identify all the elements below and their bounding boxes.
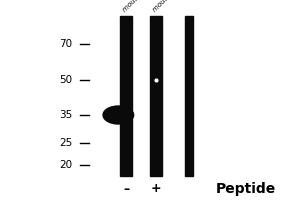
Ellipse shape xyxy=(103,106,134,124)
Text: 20: 20 xyxy=(59,160,72,170)
Text: 70: 70 xyxy=(59,39,72,49)
Text: mouse thymus: mouse thymus xyxy=(122,0,163,13)
Text: Peptide: Peptide xyxy=(216,182,276,196)
Text: +: + xyxy=(151,182,161,196)
Bar xyxy=(120,16,132,176)
Text: 50: 50 xyxy=(59,75,72,85)
Text: mouse thymus: mouse thymus xyxy=(152,0,193,13)
Polygon shape xyxy=(104,106,126,124)
Text: –: – xyxy=(123,182,129,196)
Bar xyxy=(150,16,162,176)
Text: 35: 35 xyxy=(59,110,72,120)
Text: 25: 25 xyxy=(59,138,72,148)
Bar xyxy=(185,16,193,176)
